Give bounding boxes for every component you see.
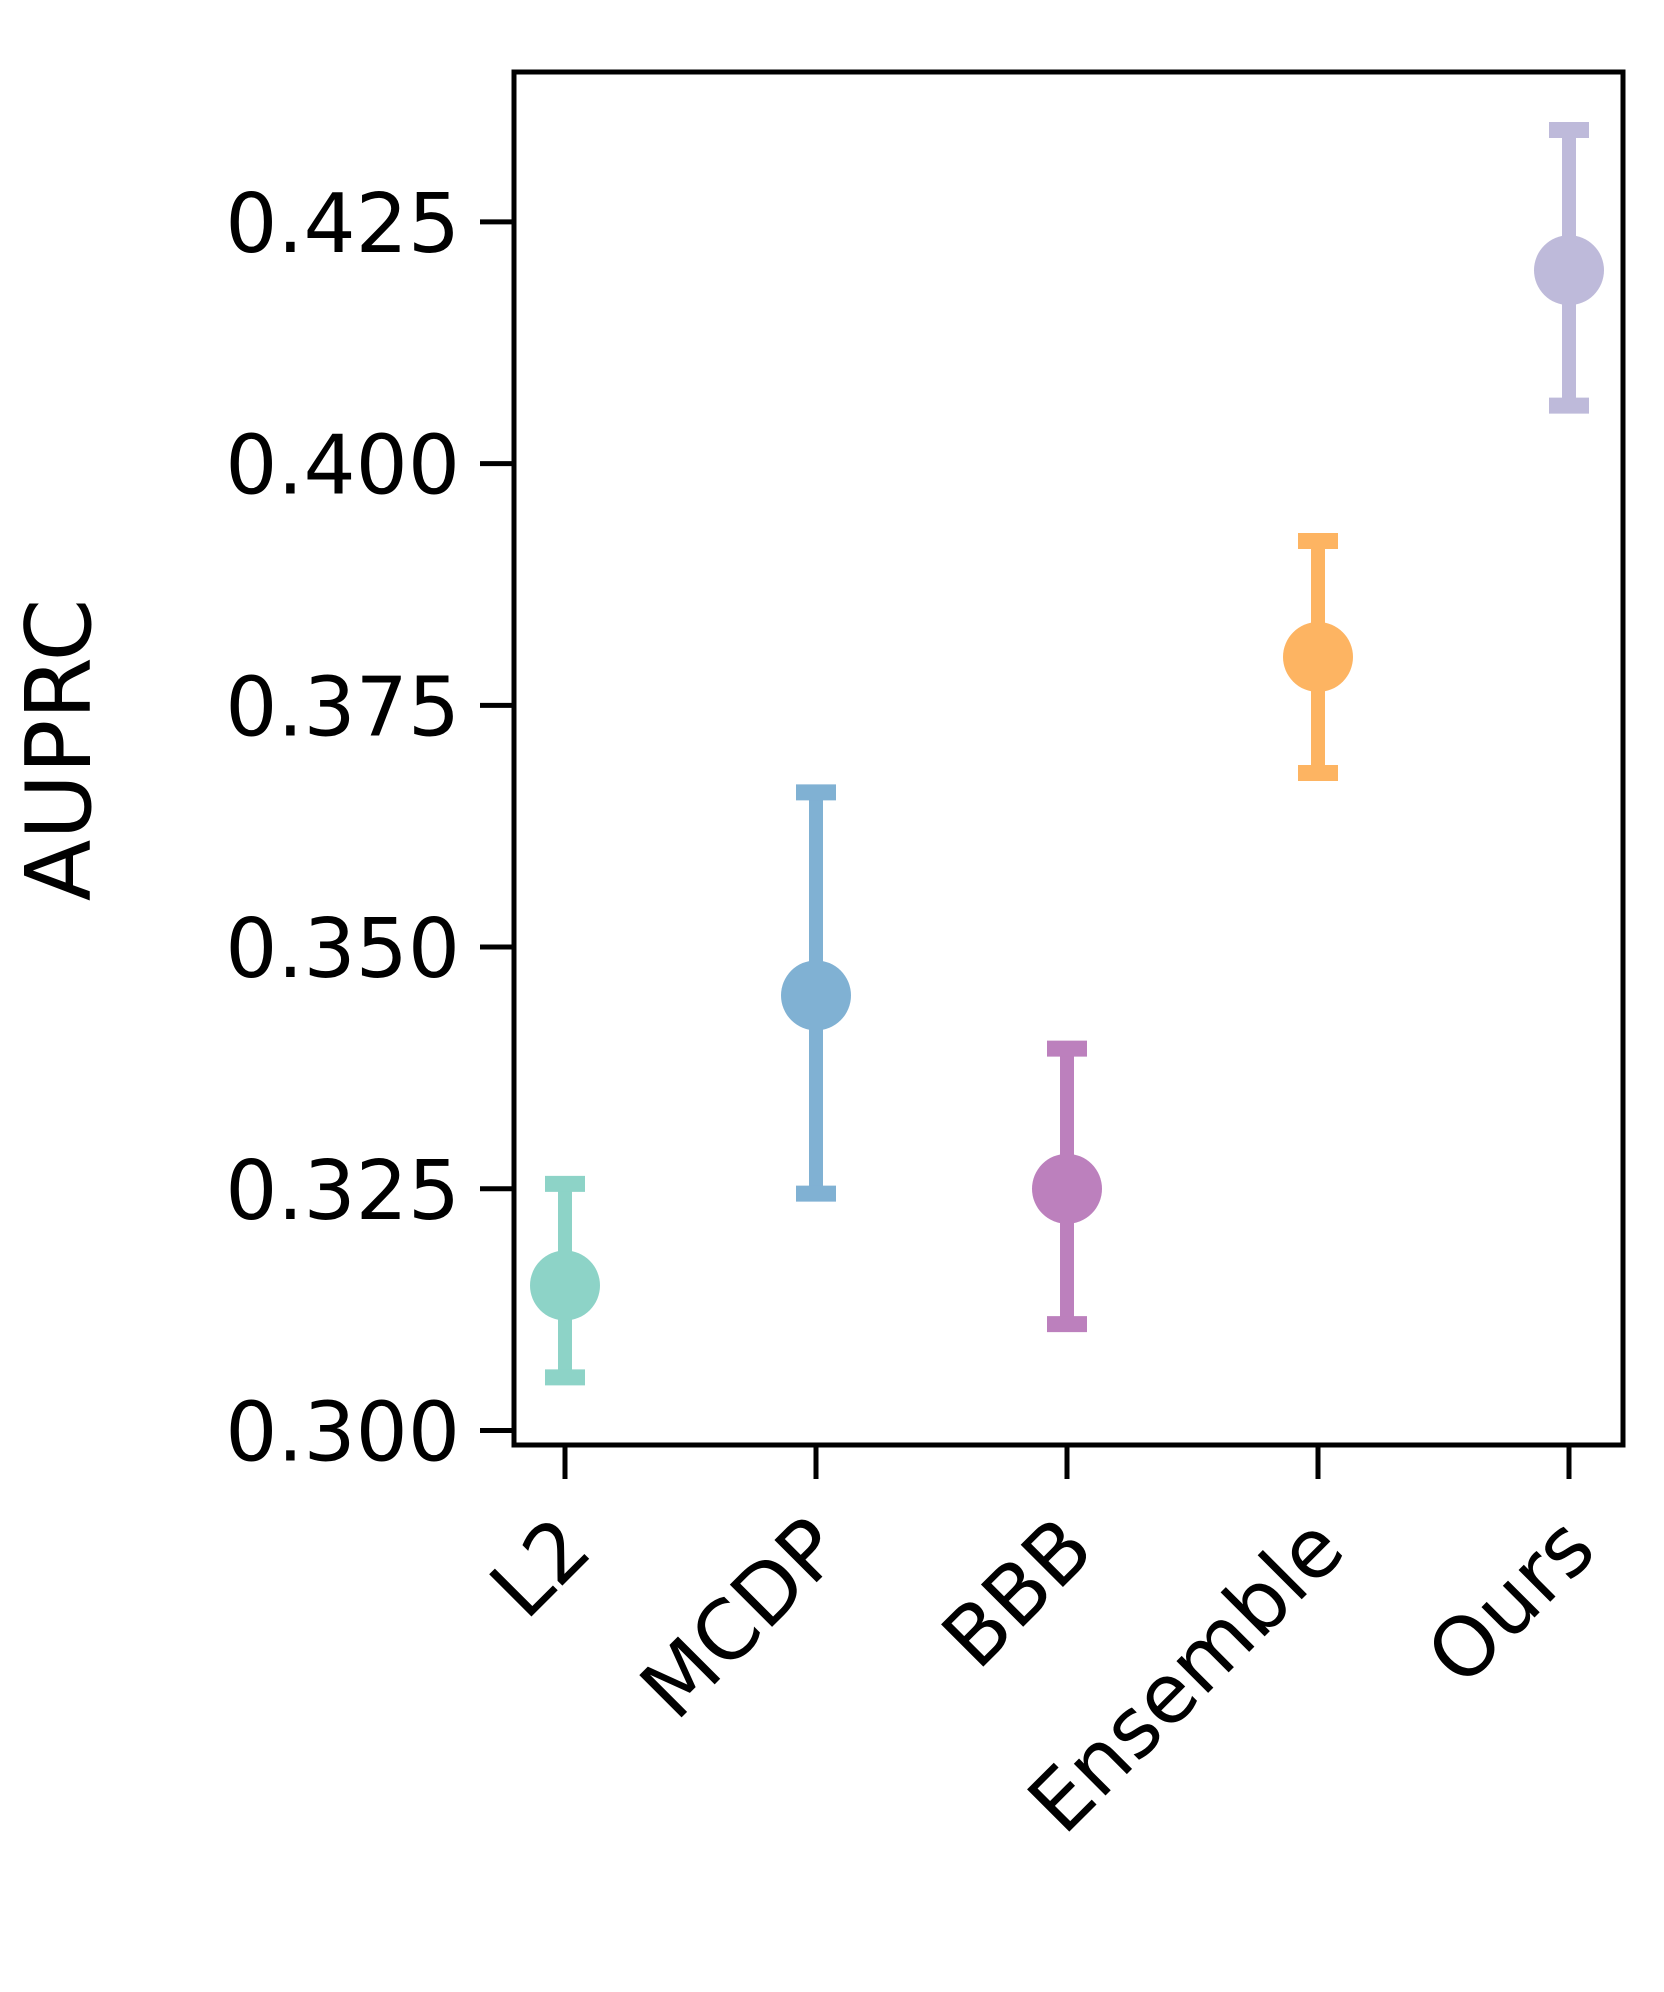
x-tick-label: Ours — [1410, 1500, 1614, 1704]
point-marker — [1283, 621, 1353, 692]
data-point-ensemble — [1283, 532, 1353, 782]
data-points — [530, 122, 1604, 1386]
y-tick-label: 0.375 — [225, 660, 460, 755]
y-axis-label: AUPRC — [7, 599, 112, 902]
point-marker — [1032, 1153, 1102, 1224]
y-tick-labels: 0.300 0.325 0.350 0.375 0.400 0.425 — [225, 177, 460, 1481]
point-marker — [1534, 235, 1604, 306]
data-point-mcdp — [781, 784, 851, 1202]
data-point-l2 — [530, 1175, 600, 1386]
x-tick-marks — [562, 1445, 1572, 1479]
y-tick-label: 0.350 — [225, 902, 460, 997]
x-tick-label: L2 — [473, 1500, 609, 1636]
plot-frame — [511, 69, 1626, 1448]
y-tick-label: 0.300 — [225, 1385, 460, 1480]
y-tick-marks — [480, 219, 514, 1433]
x-tick-label: BBB — [925, 1500, 1112, 1687]
point-marker — [530, 1250, 600, 1321]
y-tick-label: 0.400 — [225, 419, 460, 514]
point-marker — [781, 960, 851, 1031]
data-point-bbb — [1032, 1040, 1102, 1333]
y-tick-label: 0.425 — [225, 177, 460, 272]
x-tick-label: MCDP — [623, 1500, 860, 1737]
data-point-ours — [1534, 122, 1604, 414]
y-tick-label: 0.325 — [225, 1144, 460, 1239]
